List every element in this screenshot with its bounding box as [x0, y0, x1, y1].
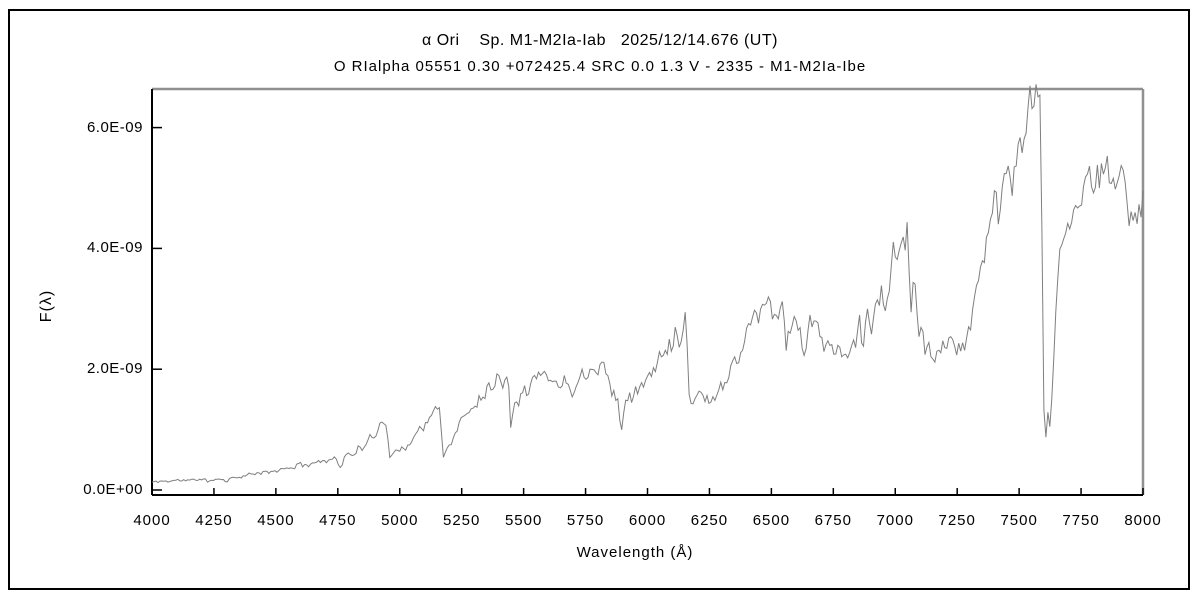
- spectrum-trace: [151, 84, 1144, 484]
- chart-subtitle: O RIalpha 05551 0.30 +072425.4 SRC 0.0 1…: [333, 58, 867, 75]
- x-tick-label: 4250: [195, 512, 233, 529]
- x-tick-label: 6250: [690, 512, 729, 529]
- chart-title: α Ori Sp. M1-M2Ia-Iab 2025/12/14.676 (UT…: [422, 32, 778, 49]
- x-tick-label: 6750: [814, 512, 852, 529]
- x-tick-label: 4000: [133, 512, 171, 529]
- x-tick-label: 4750: [319, 512, 357, 529]
- x-tick-label: 5500: [504, 512, 543, 529]
- x-tick-label: 4500: [257, 512, 295, 529]
- x-tick-label: 7000: [876, 512, 914, 529]
- x-tick-label: 5000: [381, 512, 419, 529]
- x-tick-label: 5750: [566, 512, 605, 529]
- x-tick-label: 7750: [1062, 512, 1100, 529]
- x-axis-title: Wavelength (Å): [576, 544, 694, 561]
- y-tick-label: 6.0E-09: [86, 118, 143, 136]
- x-tick-label: 6000: [628, 512, 667, 529]
- y-axis-title: F(λ): [38, 289, 55, 323]
- y-tick-label: 4.0E-09: [86, 239, 143, 257]
- x-tick-label: 5250: [443, 512, 481, 529]
- y-tick-label: 0.0E+00: [83, 481, 143, 498]
- x-tick-label: 7250: [938, 512, 976, 529]
- y-tick-label: 2.0E-09: [86, 360, 143, 378]
- x-tick-label: 6500: [752, 512, 791, 529]
- x-tick-label: 8000: [1124, 512, 1162, 529]
- x-tick-label: 7500: [1000, 512, 1038, 529]
